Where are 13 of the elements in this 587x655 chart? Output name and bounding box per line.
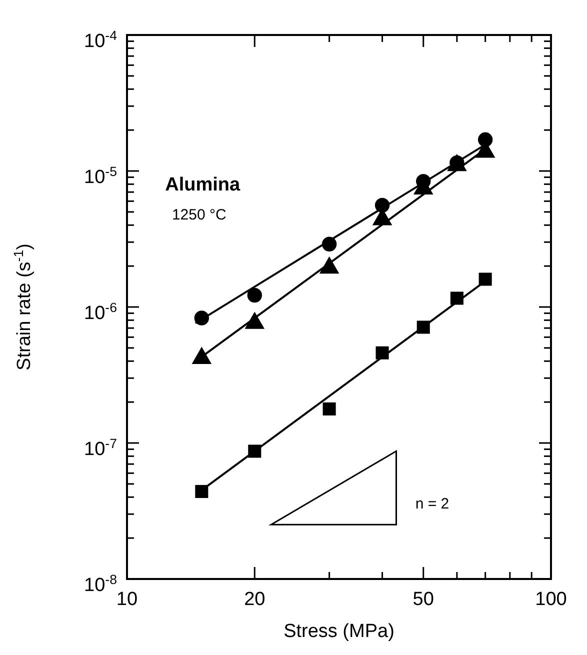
x-axis-title: Stress (MPa) bbox=[284, 621, 394, 642]
x-tick-label: 20 bbox=[244, 589, 266, 610]
x-tick-label: 10 bbox=[116, 589, 138, 610]
y-tick-label: 10$^{-5}$ bbox=[84, 164, 117, 188]
y-tick-label: 10$^{-6}$ bbox=[84, 300, 117, 324]
x-tick-label: 100 bbox=[535, 589, 567, 610]
annotation: n = 2 bbox=[415, 495, 450, 512]
annotation: 1250 °C bbox=[172, 206, 226, 224]
annotation: Alumina bbox=[165, 174, 241, 196]
x-tick-label: 50 bbox=[412, 589, 434, 610]
y-tick-label: 10$^{-4}$ bbox=[84, 28, 117, 52]
y-tick-label: 10$^{-7}$ bbox=[84, 436, 117, 460]
y-tick-label: 10$^{-8}$ bbox=[84, 572, 117, 596]
